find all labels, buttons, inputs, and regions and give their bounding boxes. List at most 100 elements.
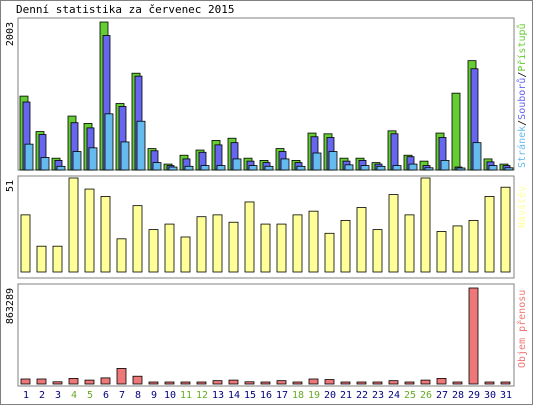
bar-kbytes-day-23 [372, 381, 383, 385]
x-tick-day-5: 5 [87, 390, 93, 401]
bar-visits-day-11 [180, 236, 191, 273]
chart-title: Denní statistika za červenec 2015 [16, 3, 235, 16]
bar-pages-day-30 [488, 165, 498, 171]
bar-kbytes-day-8 [132, 375, 143, 385]
bar-visits-day-7 [116, 238, 127, 273]
bar-visits-day-28 [452, 225, 463, 273]
bar-kbytes-day-13 [212, 380, 223, 385]
bar-files-day-24 [390, 133, 399, 171]
bar-pages-day-13 [216, 165, 226, 171]
bar-pages-day-14 [232, 158, 242, 171]
bar-pages-day-3 [56, 165, 66, 171]
bar-kbytes-day-19 [308, 378, 319, 385]
max-label-1: 2003 [5, 22, 16, 46]
x-tick-day-13: 13 [212, 390, 224, 401]
bar-kbytes-day-9 [148, 381, 159, 385]
x-tick-day-29: 29 [468, 390, 480, 401]
bar-visits-day-16 [260, 223, 271, 273]
bar-visits-day-15 [244, 201, 255, 273]
bar-visits-day-12 [196, 216, 207, 273]
bar-visits-day-25 [404, 214, 415, 273]
x-tick-day-19: 19 [308, 390, 320, 401]
panel-frame-3 [17, 283, 515, 387]
x-tick-day-8: 8 [135, 390, 141, 401]
bar-pages-day-16 [264, 165, 274, 171]
bar-kbytes-day-21 [340, 381, 351, 385]
bar-visits-day-3 [52, 245, 63, 273]
bar-pages-day-12 [200, 165, 210, 171]
bar-visits-day-14 [228, 221, 239, 273]
bar-pages-day-1 [24, 143, 34, 171]
bar-visits-day-8 [132, 205, 143, 273]
x-tick-day-17: 17 [276, 390, 288, 401]
bar-pages-day-11 [184, 165, 194, 171]
bar-kbytes-day-6 [100, 377, 111, 385]
bar-kbytes-day-26 [420, 379, 431, 385]
x-tick-day-23: 23 [372, 390, 384, 401]
bar-visits-day-19 [308, 210, 319, 273]
x-tick-day-18: 18 [292, 390, 304, 401]
bar-pages-day-31 [504, 167, 514, 171]
bar-kbytes-day-14 [228, 379, 239, 385]
bar-pages-day-23 [376, 165, 386, 171]
bar-kbytes-day-1 [20, 378, 31, 385]
bar-kbytes-day-3 [52, 381, 63, 385]
bar-visits-day-23 [372, 229, 383, 273]
x-tick-day-27: 27 [436, 390, 448, 401]
max-label-2: 51 [5, 180, 16, 192]
bar-visits-day-2 [36, 245, 47, 273]
bar-visits-day-9 [148, 229, 159, 273]
bar-pages-day-28 [456, 167, 466, 171]
bar-kbytes-day-29 [468, 287, 479, 385]
bar-kbytes-day-15 [244, 381, 255, 385]
bar-visits-day-29 [468, 219, 479, 273]
bar-visits-day-13 [212, 214, 223, 273]
x-tick-day-4: 4 [71, 390, 77, 401]
x-tick-day-16: 16 [260, 390, 272, 401]
bar-visits-day-30 [484, 196, 495, 273]
bar-visits-day-1 [20, 214, 31, 273]
bar-visits-day-5 [84, 188, 95, 273]
x-tick-day-3: 3 [55, 390, 61, 401]
bar-kbytes-day-11 [180, 381, 191, 385]
bar-visits-day-17 [276, 223, 287, 273]
bar-hits-day-28 [451, 92, 461, 171]
bar-visits-day-20 [324, 232, 335, 273]
x-tick-day-15: 15 [244, 390, 256, 401]
bar-kbytes-day-10 [164, 381, 175, 385]
bar-kbytes-day-28 [452, 381, 463, 385]
bar-visits-day-24 [388, 194, 399, 273]
legend-panel-1: Stránek/Souborů/Přístupů [516, 23, 528, 168]
bar-kbytes-day-4 [68, 378, 79, 385]
x-tick-day-10: 10 [164, 390, 176, 401]
bar-visits-day-31 [500, 186, 511, 273]
bar-pages-day-7 [120, 141, 130, 171]
x-tick-day-21: 21 [340, 390, 352, 401]
bar-visits-day-21 [340, 219, 351, 273]
bar-pages-day-25 [408, 163, 418, 171]
x-tick-day-24: 24 [388, 390, 400, 401]
x-tick-day-25: 25 [404, 390, 416, 401]
x-tick-day-22: 22 [356, 390, 368, 401]
x-tick-day-14: 14 [228, 390, 240, 401]
bar-kbytes-day-27 [436, 378, 447, 385]
legend-panel-3: Objem přenosu [516, 290, 528, 368]
bar-pages-day-8 [136, 120, 146, 171]
x-tick-day-30: 30 [484, 390, 496, 401]
x-tick-day-6: 6 [103, 390, 109, 401]
bar-kbytes-day-24 [388, 380, 399, 385]
x-tick-day-1: 1 [23, 390, 29, 401]
bar-visits-day-4 [68, 177, 79, 273]
bar-pages-day-29 [472, 142, 482, 171]
bar-pages-day-24 [392, 165, 402, 171]
x-tick-day-9: 9 [151, 390, 157, 401]
bar-pages-day-5 [88, 147, 98, 171]
legend-panel-2: Návštěv [516, 186, 528, 228]
bar-kbytes-day-20 [324, 379, 335, 385]
bar-pages-day-15 [248, 165, 258, 171]
bar-pages-day-6 [104, 113, 114, 171]
bar-kbytes-day-22 [356, 381, 367, 385]
bar-pages-day-21 [344, 164, 354, 171]
bar-pages-day-18 [296, 165, 306, 171]
bar-kbytes-day-17 [276, 380, 287, 385]
